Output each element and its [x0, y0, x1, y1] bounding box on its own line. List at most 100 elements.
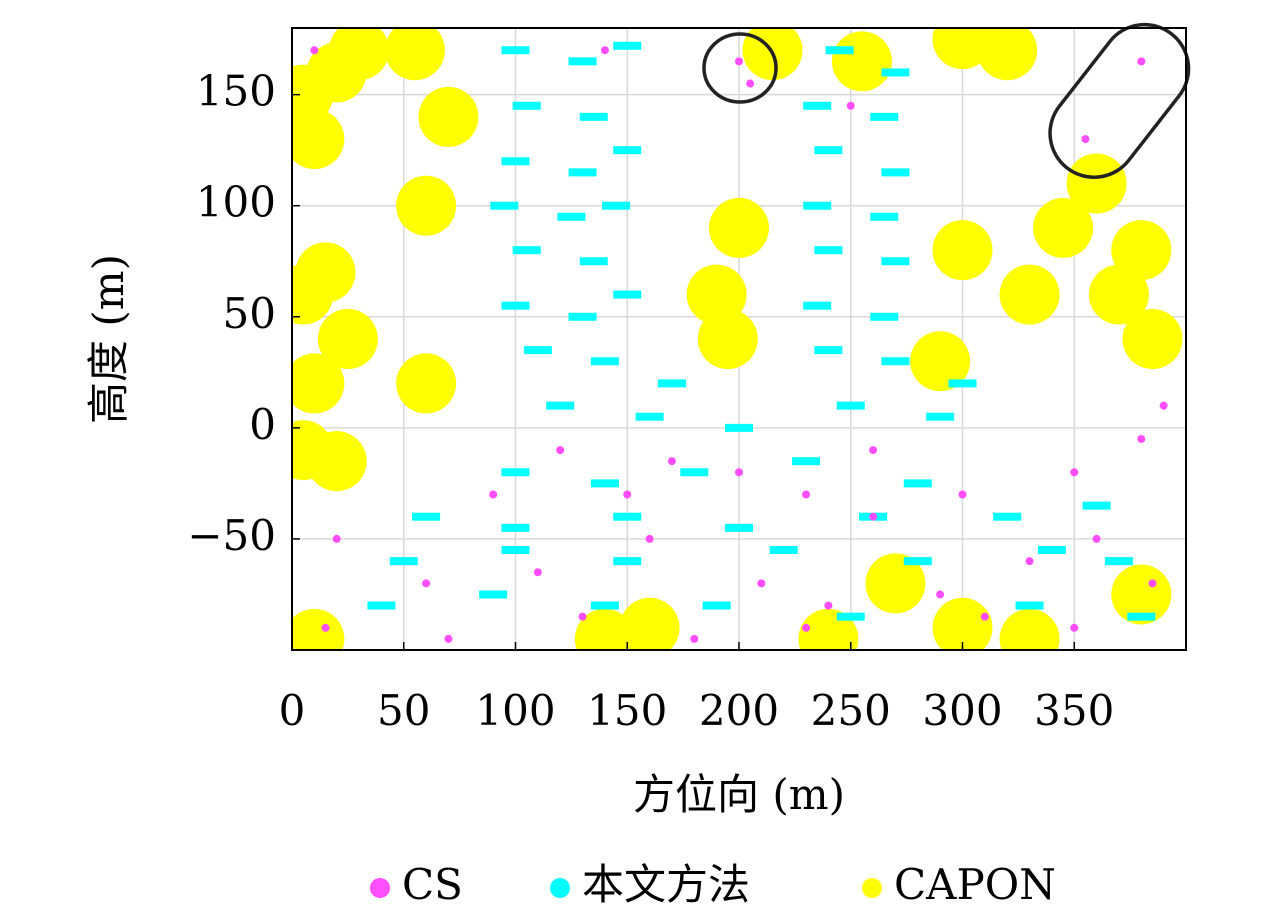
plot-marks [292, 28, 1183, 650]
method-point [803, 301, 832, 310]
method-point [1037, 546, 1066, 555]
cs-point [824, 601, 833, 610]
y-tick-label: 150 [196, 67, 276, 116]
capon-point [1122, 309, 1183, 369]
capon-point [1088, 264, 1149, 325]
capon-point [396, 353, 457, 414]
cs-point [1137, 57, 1146, 66]
x-tick-label: 250 [811, 686, 891, 735]
capon-point [292, 353, 345, 414]
method-point [367, 601, 396, 610]
legend-label: 本文方法 [582, 860, 750, 909]
method-point [613, 146, 642, 155]
method-point [870, 212, 899, 221]
legend-label: CS [402, 860, 463, 909]
method-point [568, 168, 597, 177]
method-point [993, 512, 1022, 521]
axes: 0 50 100 150 200 250 300 350 −50 0 50 100 150 [187, 67, 1114, 735]
highlight-capsule [1048, 22, 1191, 179]
cs-point [958, 490, 967, 499]
cs-point [321, 623, 330, 632]
cs-point [1159, 401, 1168, 410]
method-point [1082, 501, 1111, 510]
method-point [725, 423, 753, 432]
method-point [501, 157, 530, 166]
cs-point [310, 46, 319, 55]
legend: CS 本文方法 CAPON [370, 860, 1056, 909]
method-point [881, 168, 910, 177]
capon-point [865, 553, 926, 614]
method-point [657, 379, 686, 388]
capon-point [295, 242, 356, 303]
cs-point [533, 568, 542, 577]
y-tick-label: 50 [223, 289, 276, 338]
cs-point [600, 46, 609, 55]
capon-point [999, 264, 1060, 325]
method-point [523, 346, 552, 355]
method-point [881, 257, 910, 266]
method-point [613, 557, 642, 566]
capon-point [418, 86, 479, 147]
cs-point [1070, 623, 1079, 632]
x-axis-label: 方位向 (m) [633, 770, 845, 819]
method-point [490, 201, 519, 210]
method-point [926, 412, 955, 421]
cs-point [757, 579, 766, 588]
capon-point [932, 597, 993, 650]
cs-point [422, 579, 431, 588]
method-point [881, 68, 910, 77]
method-point [825, 46, 854, 55]
cs-point [735, 468, 743, 477]
method-point [1015, 601, 1044, 610]
capon-point [910, 331, 971, 392]
method-point [512, 101, 541, 110]
capon-point [292, 608, 345, 650]
method-point [479, 590, 508, 599]
capon-point [999, 608, 1060, 650]
method-point [814, 146, 843, 155]
x-tick-label: 0 [279, 686, 306, 735]
cs-point [746, 79, 755, 88]
cs-point [980, 612, 989, 621]
capon-point [329, 28, 390, 81]
x-tick-label: 200 [699, 686, 779, 735]
method-point [546, 401, 575, 410]
cs-point [1092, 534, 1101, 543]
y-tick-label: 0 [249, 400, 276, 449]
capon-point [1111, 564, 1172, 625]
capon-point [831, 31, 892, 92]
cs-point [1070, 468, 1079, 477]
method-point [814, 346, 843, 355]
cs-point [1137, 434, 1146, 443]
method-point [501, 46, 530, 55]
cs-point [667, 457, 676, 466]
method-point [512, 246, 541, 255]
highlight-circle [702, 32, 778, 104]
cs-point [623, 490, 632, 499]
method-point [501, 468, 530, 477]
x-tick-label: 100 [475, 686, 555, 735]
method-point [836, 612, 865, 621]
method-point [501, 523, 530, 532]
method-point [870, 112, 899, 121]
cs-point [489, 490, 498, 499]
method-point [590, 357, 619, 366]
method-point [501, 301, 530, 310]
method-point [590, 479, 619, 488]
capon-point [574, 608, 635, 650]
cs-point [578, 612, 587, 621]
method-point [501, 546, 530, 555]
cs-point [1148, 579, 1157, 588]
capon-point [1111, 220, 1172, 281]
method-point [903, 479, 932, 488]
cs-point [735, 57, 743, 66]
method-point [803, 201, 832, 210]
cs-point [1025, 557, 1034, 566]
method-point [769, 546, 798, 555]
y-axis-label: 高度 (m) [84, 254, 133, 424]
method-point [881, 357, 910, 366]
y-tick-label: 100 [196, 178, 276, 227]
capon-point [292, 109, 345, 170]
capon-point [396, 175, 457, 236]
